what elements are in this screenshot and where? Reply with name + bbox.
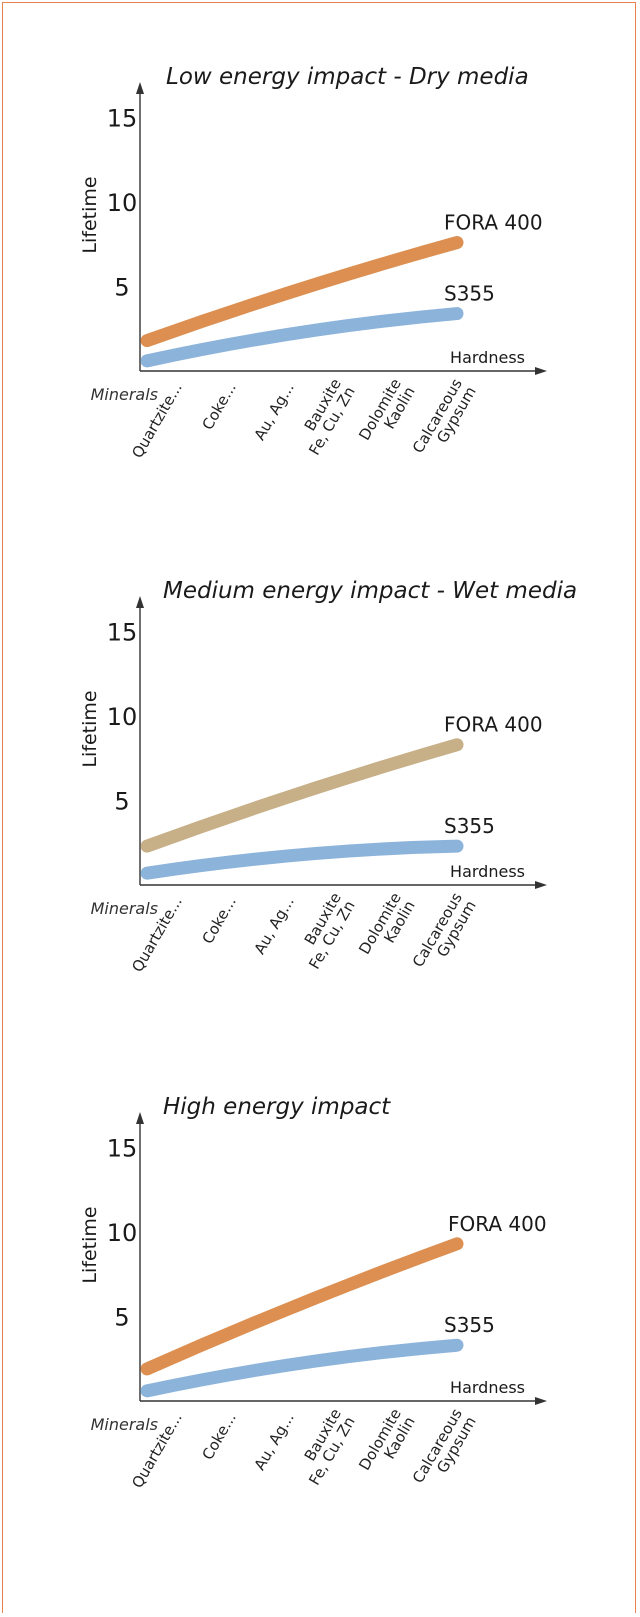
category-axis-label: Minerals (91, 385, 158, 404)
series-line-s355 (140, 1338, 464, 1398)
y-axis-label: Lifetime (79, 690, 101, 767)
category-label-line: Au, Ag... (251, 1410, 298, 1474)
category-label: Au, Ag... (251, 380, 298, 444)
y-axis-label: Lifetime (79, 1206, 101, 1283)
series-line-s355 (140, 839, 464, 880)
category-label: Au, Ag... (251, 1410, 298, 1474)
y-tick-label: 5 (114, 788, 129, 816)
category-label-line: Au, Ag... (251, 380, 298, 444)
category-label: Coke... (199, 380, 240, 433)
chart-1: Low energy impact - Dry media 5 10 15 Lifeti… (79, 64, 547, 461)
series-label: FORA 400 (444, 713, 543, 737)
y-tick-label: 15 (107, 1135, 138, 1163)
y-tick-label: 5 (114, 1304, 129, 1332)
y-axis-arrow-icon (136, 82, 144, 94)
series-label: S355 (444, 1313, 495, 1337)
x-axis-arrow-icon (535, 881, 547, 889)
series-line-fora-400 (140, 1237, 464, 1376)
category-label-line: Coke... (199, 1410, 240, 1463)
series-label: S355 (444, 282, 495, 306)
category-label: Au, Ag... (251, 894, 298, 958)
x-axis-arrow-icon (535, 1397, 547, 1405)
y-tick-label: 10 (107, 1219, 138, 1247)
series-label: FORA 400 (448, 1212, 547, 1236)
x-axis-arrow-icon (535, 367, 547, 375)
y-axis-label: Lifetime (79, 176, 101, 253)
y-tick-label: 10 (107, 189, 138, 217)
x-axis-label: Hardness (450, 348, 525, 367)
series-label: FORA 400 (444, 211, 543, 235)
y-tick-label: 15 (107, 619, 138, 647)
category-label: Coke... (199, 894, 240, 947)
category-label-line: Coke... (199, 380, 240, 433)
category-label: Coke... (199, 1410, 240, 1463)
x-axis-label: Hardness (450, 862, 525, 881)
chart-title: Low energy impact - Dry media (166, 64, 529, 90)
chart-3: High energy impact 5 10 15 Lifetime Hardness F… (79, 1094, 547, 1491)
y-axis-arrow-icon (136, 1112, 144, 1124)
series-line-s355 (140, 307, 464, 368)
category-label-line: Au, Ag... (251, 894, 298, 958)
series-line-fora-400 (140, 738, 464, 853)
category-label-line: Coke... (199, 894, 240, 947)
series-label: S355 (444, 814, 495, 838)
category-axis-label: Minerals (91, 1415, 158, 1434)
y-tick-label: 5 (114, 274, 129, 302)
category-axis-label: Minerals (91, 899, 158, 918)
chart-title: Medium energy impact - Wet media (163, 578, 577, 604)
y-tick-label: 10 (107, 703, 138, 731)
y-tick-label: 15 (107, 105, 138, 133)
y-axis-arrow-icon (136, 596, 144, 608)
series-line-fora-400 (140, 236, 464, 348)
x-axis-label: Hardness (450, 1378, 525, 1397)
chart-2: Medium energy impact - Wet media 5 10 15 Lif… (79, 578, 577, 975)
chart-title: High energy impact (163, 1094, 391, 1120)
